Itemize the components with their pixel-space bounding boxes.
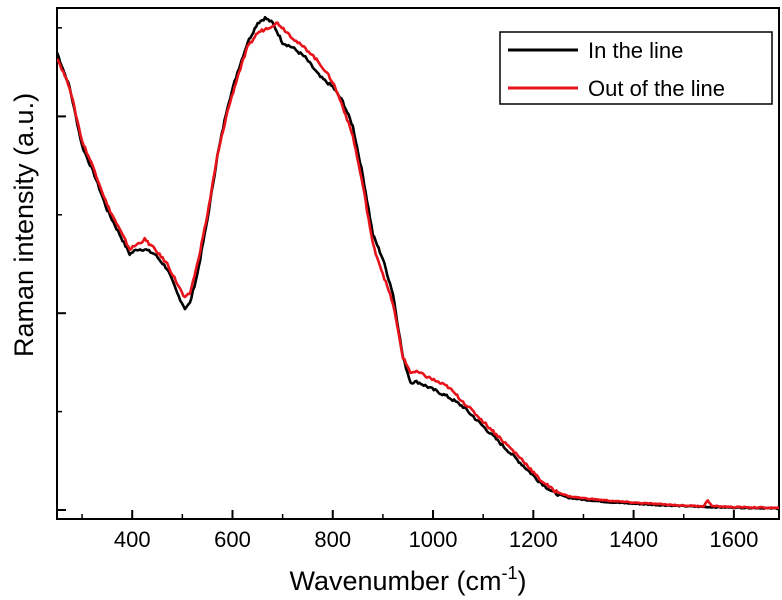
- series-line-in-the-line: [57, 15, 779, 511]
- legend-label-in-line: In the line: [588, 38, 683, 63]
- x-tick-label-1200: 1200: [509, 527, 558, 552]
- x-axis-title-superscript: -1: [502, 563, 518, 583]
- plot-frame: [56, 7, 780, 520]
- x-axis-title: Wavenumber (cm-1): [289, 563, 526, 596]
- x-tick-label-1600: 1600: [709, 527, 758, 552]
- x-tick-label-1400: 1400: [609, 527, 658, 552]
- x-axis-title-end: ): [518, 566, 527, 596]
- y-axis-ticks: [57, 27, 66, 511]
- series-line-out-of-the-line: [57, 21, 779, 510]
- y-axis-title: Raman intensity (a.u.): [9, 93, 39, 357]
- legend-box: [499, 31, 773, 105]
- x-tick-label-800: 800: [314, 527, 351, 552]
- series-layer: [57, 15, 779, 511]
- x-axis-ticks: 400 600 800 1000 1200 1400 1600: [81, 510, 758, 552]
- legend: In the line Out of the line: [499, 31, 773, 105]
- legend-label-out-line: Out of the line: [588, 76, 725, 101]
- x-axis-title-main: Wavenumber (cm: [289, 566, 501, 596]
- x-tick-label-400: 400: [114, 527, 151, 552]
- x-tick-label-1000: 1000: [409, 527, 458, 552]
- x-tick-label-600: 600: [214, 527, 251, 552]
